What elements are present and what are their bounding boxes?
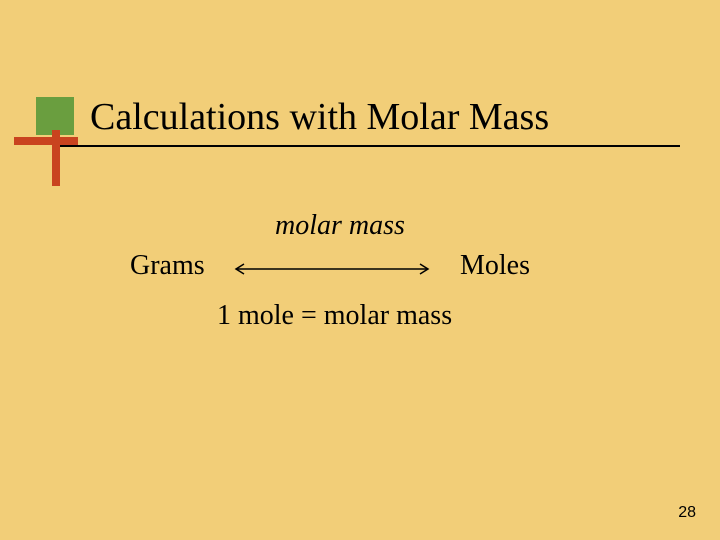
- title-underline: [60, 145, 680, 147]
- accent-bar-red-vertical: [52, 130, 60, 186]
- accent-bar-red-horizontal: [14, 137, 78, 145]
- double-arrow-icon: [232, 262, 432, 276]
- equation-text: 1 mole = molar mass: [217, 300, 452, 332]
- arrow-label: molar mass: [275, 210, 405, 242]
- page-number: 28: [678, 504, 696, 522]
- left-term: Grams: [130, 250, 205, 282]
- right-term: Moles: [460, 250, 530, 282]
- slide-title: Calculations with Molar Mass: [90, 95, 549, 139]
